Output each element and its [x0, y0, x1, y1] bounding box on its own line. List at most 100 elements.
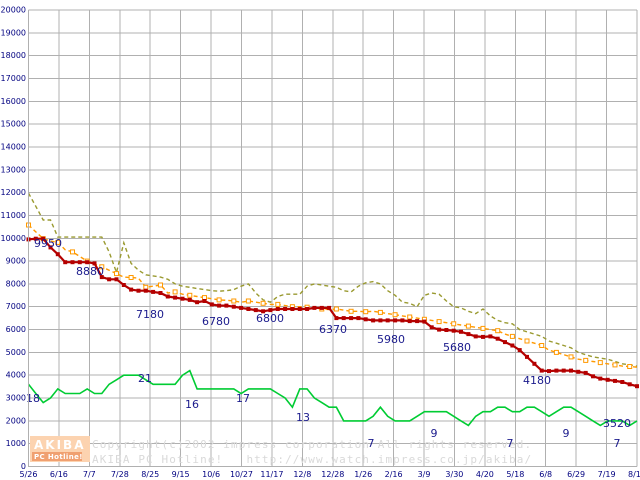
marker-min-price: [613, 378, 617, 383]
data-label-shop-count: 13: [296, 411, 310, 424]
y-tick-label: 1000: [6, 439, 26, 448]
y-tick-label: 7000: [6, 302, 26, 311]
marker-min-price: [180, 296, 185, 301]
marker-min-price: [407, 319, 412, 324]
marker-min-price: [576, 369, 581, 374]
marker-min-price: [635, 384, 639, 389]
marker-min-price: [290, 307, 295, 311]
marker-min-price: [459, 329, 463, 334]
marker-avg-price: [260, 300, 266, 306]
marker-min-price: [63, 260, 68, 265]
data-point-labels: 9950 8880 7180 6780 6800 6370 5980 5680 4180 3520…: [26, 237, 631, 450]
marker-min-price: [107, 277, 112, 282]
marker-min-price: [503, 340, 507, 345]
watermark-url-line: AKIBA PC Hotline! http://www.watch.impre…: [92, 453, 532, 466]
data-label-min-price: 6800: [256, 312, 284, 325]
y-tick-label: 6000: [6, 325, 26, 334]
marker-avg-price: [612, 362, 618, 368]
marker-avg-price: [495, 328, 501, 334]
marker-min-price: [48, 245, 53, 250]
marker-min-price: [202, 299, 207, 303]
marker-avg-price: [70, 249, 75, 255]
x-tick-label: 12/28: [321, 470, 344, 479]
marker-avg-price: [597, 360, 603, 366]
x-tick-label: 3/30: [445, 470, 463, 479]
marker-min-price: [239, 305, 244, 310]
marker-min-price: [620, 380, 625, 384]
marker-min-price: [253, 308, 258, 313]
marker-min-price: [319, 305, 324, 310]
marker-avg-price: [377, 309, 383, 315]
akiba-logo-bar: [32, 452, 82, 461]
x-tick-label: 8/10: [628, 470, 640, 479]
marker-min-price: [92, 261, 97, 266]
marker-min-price: [488, 334, 493, 339]
marker-min-price: [77, 260, 82, 265]
marker-avg-price: [55, 239, 61, 245]
marker-avg-price: [407, 314, 413, 320]
x-tick-label: 7/28: [111, 470, 129, 479]
data-label-min-price: 3520: [603, 417, 631, 430]
y-axis-tick-labels: 0 1000 2000 3000 4000 5000 6000 7000 8000 9000 100…: [1, 6, 26, 472]
marker-min-price: [55, 252, 60, 257]
marker-min-price: [261, 309, 266, 314]
marker-min-price: [173, 295, 178, 300]
marker-avg-price: [231, 298, 237, 304]
data-label-min-price: 8880: [76, 265, 104, 278]
marker-min-price: [481, 334, 485, 339]
x-tick-label: 11/17: [260, 470, 283, 479]
marker-avg-price: [216, 297, 222, 303]
marker-avg-price: [143, 284, 149, 290]
data-label-min-price: 4180: [523, 374, 551, 387]
x-tick-label: 8/25: [141, 470, 159, 479]
marker-avg-price: [99, 264, 105, 270]
marker-min-price: [114, 277, 119, 282]
marker-min-price: [41, 236, 46, 241]
watermark-copyright-line: Copyright(c)2002 impress corporation All…: [92, 438, 532, 451]
grid-lines: [28, 9, 638, 467]
marker-min-price: [195, 300, 200, 305]
y-tick-label: 2000: [6, 416, 26, 425]
marker-min-price: [393, 318, 398, 323]
marker-min-price: [473, 334, 478, 339]
y-tick-label: 15000: [1, 120, 26, 129]
data-label-shop-count: 9: [563, 427, 570, 440]
marker-avg-price: [509, 333, 515, 339]
marker-min-price: [231, 304, 236, 309]
marker-min-price: [437, 327, 442, 332]
data-series-layer: [26, 192, 639, 427]
marker-min-price: [70, 260, 75, 265]
series-line-avg-price: [28, 224, 638, 368]
x-tick-label: 10/6: [202, 470, 220, 479]
marker-avg-price: [465, 323, 471, 329]
data-label-min-price: 5680: [443, 341, 471, 354]
marker-min-price: [187, 297, 192, 302]
marker-avg-price: [333, 306, 339, 312]
marker-min-price: [99, 275, 104, 280]
y-tick-label: 3000: [6, 394, 26, 403]
marker-min-price: [143, 288, 148, 293]
x-tick-label: 3/9: [418, 470, 431, 479]
data-label-shop-count: 18: [26, 392, 40, 405]
marker-min-price: [136, 288, 141, 293]
marker-min-price: [539, 368, 544, 373]
marker-min-price: [444, 328, 449, 332]
marker-min-price: [33, 236, 38, 241]
marker-min-price: [561, 368, 566, 373]
y-tick-label: 20000: [1, 6, 26, 15]
marker-avg-price: [172, 289, 178, 295]
data-label-shop-count: 21: [138, 372, 152, 385]
marker-min-price: [451, 328, 456, 333]
marker-min-price: [510, 343, 515, 348]
marker-min-price: [297, 307, 302, 311]
series-line-max-price: [27, 192, 638, 367]
x-tick-label: 7/19: [598, 470, 616, 479]
data-label-shop-count: 9: [431, 427, 438, 440]
y-tick-label: 0: [21, 462, 26, 471]
marker-min-price: [356, 316, 361, 321]
marker-min-price: [305, 307, 310, 311]
marker-min-price: [363, 317, 368, 322]
marker-avg-price: [275, 301, 281, 307]
axis-lines: [28, 10, 637, 467]
